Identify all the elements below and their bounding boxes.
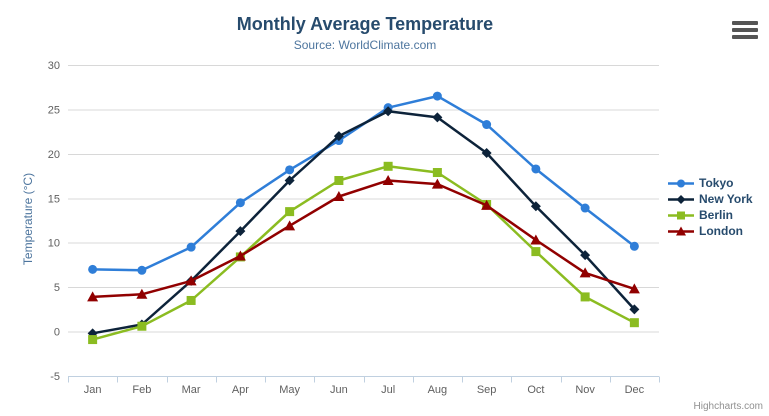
- hamburger-bar: [732, 28, 758, 32]
- data-point-berlin-Oct[interactable]: [531, 247, 541, 257]
- series-new-york[interactable]: [87, 106, 640, 339]
- legend-label: London: [699, 224, 743, 238]
- hamburger-bar: [732, 35, 758, 39]
- data-point-berlin-Feb[interactable]: [137, 321, 147, 331]
- series-line: [91, 165, 636, 341]
- series-tokyo[interactable]: [88, 91, 639, 275]
- y-tick-label: 25: [48, 104, 60, 116]
- x-tick-label: Apr: [232, 384, 249, 396]
- x-tick-label: Mar: [182, 384, 201, 396]
- x-tick-label: Dec: [625, 384, 645, 396]
- berlin-square-icon: [668, 211, 694, 220]
- legend-label: Tokyo: [699, 176, 734, 190]
- data-point-berlin-Mar[interactable]: [186, 295, 196, 305]
- data-point-berlin-Aug[interactable]: [432, 168, 442, 178]
- series-line: [91, 179, 636, 299]
- x-tick-label: May: [279, 384, 300, 396]
- new-york-diamond-icon: [668, 195, 694, 204]
- credits-link[interactable]: Highcharts.com: [693, 401, 763, 412]
- data-point-tokyo-Sep[interactable]: [482, 120, 492, 130]
- y-axis-labels: -5 0 5 10 15 20 25 30: [48, 60, 60, 383]
- data-point-london-Oct[interactable]: [530, 234, 542, 245]
- hamburger-bar: [732, 21, 758, 25]
- data-point-berlin-Dec[interactable]: [629, 318, 639, 328]
- legend-item-tokyo[interactable]: Tokyo: [668, 177, 753, 190]
- data-point-london-Apr[interactable]: [234, 250, 246, 261]
- data-point-london-Mar[interactable]: [185, 275, 197, 286]
- data-point-london-Feb[interactable]: [136, 288, 148, 299]
- data-point-berlin-Jul[interactable]: [383, 161, 393, 171]
- data-point-london-Jul[interactable]: [382, 175, 394, 186]
- data-point-new-york-Jul[interactable]: [383, 106, 394, 117]
- legend-label: Berlin: [699, 208, 734, 222]
- series-line: [91, 94, 636, 272]
- data-point-new-york-Apr[interactable]: [235, 226, 246, 237]
- x-tick-label: Jul: [381, 384, 395, 396]
- data-point-new-york-Dec[interactable]: [629, 304, 640, 315]
- gridlines: [68, 65, 659, 377]
- data-point-tokyo-Oct[interactable]: [531, 164, 541, 174]
- y-tick-label: -5: [50, 371, 60, 383]
- series-line: [91, 109, 636, 335]
- x-tick-label: Jan: [84, 384, 102, 396]
- london-triangle-icon: [668, 226, 694, 236]
- y-tick-label: 0: [54, 327, 60, 339]
- legend-item-london[interactable]: London: [668, 225, 753, 238]
- tokyo-circle-icon: [668, 179, 694, 188]
- x-axis-labels: Jan Feb Mar Apr May Jun Jul Aug Sep Oct Nov Dec: [84, 384, 645, 396]
- data-point-tokyo-May[interactable]: [285, 165, 295, 175]
- x-tick-label: Oct: [527, 384, 544, 396]
- y-tick-label: 20: [48, 149, 60, 161]
- x-tick-label: Aug: [428, 384, 448, 396]
- data-point-london-Aug[interactable]: [431, 178, 443, 189]
- chart-title: Monthly Average Temperature: [236, 14, 494, 34]
- data-point-tokyo-Feb[interactable]: [137, 265, 147, 275]
- data-point-tokyo-Nov[interactable]: [580, 203, 590, 213]
- legend-item-berlin[interactable]: Berlin: [668, 209, 753, 222]
- legend: Tokyo New York Berlin London: [668, 177, 753, 238]
- data-point-berlin-Jun[interactable]: [334, 176, 344, 186]
- x-axis: [68, 376, 660, 383]
- legend-label: New York: [699, 192, 753, 206]
- data-point-london-Sep[interactable]: [481, 199, 493, 210]
- series-london[interactable]: [87, 175, 640, 302]
- chart-subtitle: Source: WorldClimate.com: [293, 38, 437, 52]
- data-point-london-Jan[interactable]: [87, 291, 99, 302]
- hamburger-icon[interactable]: [732, 21, 758, 39]
- x-tick-label: Nov: [575, 384, 595, 396]
- data-point-tokyo-Jan[interactable]: [88, 264, 98, 274]
- x-tick-label: Jun: [330, 384, 348, 396]
- data-point-new-york-Sep[interactable]: [481, 147, 492, 158]
- data-point-berlin-Jan[interactable]: [88, 335, 98, 345]
- data-point-new-york-May[interactable]: [284, 175, 295, 186]
- data-point-berlin-May[interactable]: [285, 207, 295, 217]
- legend-marker: [676, 195, 686, 204]
- data-point-london-Jun[interactable]: [333, 191, 345, 202]
- data-point-tokyo-Mar[interactable]: [186, 242, 196, 252]
- data-point-new-york-Jun[interactable]: [333, 131, 344, 142]
- data-point-new-york-Oct[interactable]: [530, 201, 541, 212]
- data-point-tokyo-Dec[interactable]: [629, 241, 639, 251]
- data-point-new-york-Aug[interactable]: [432, 112, 443, 123]
- data-point-london-Nov[interactable]: [579, 267, 591, 278]
- legend-marker: [677, 211, 685, 220]
- y-axis-title: Temperature (°C): [21, 172, 35, 266]
- data-point-tokyo-Aug[interactable]: [432, 91, 442, 101]
- legend-item-new-york[interactable]: New York: [668, 193, 753, 206]
- x-tick-label: Sep: [477, 384, 497, 396]
- legend-marker: [676, 226, 686, 236]
- legend-marker: [677, 179, 685, 188]
- y-tick-label: 30: [48, 60, 60, 72]
- y-tick-label: 15: [48, 193, 60, 205]
- data-point-london-May[interactable]: [284, 220, 296, 231]
- y-tick-label: 10: [48, 238, 60, 250]
- data-point-new-york-Nov[interactable]: [580, 250, 591, 261]
- data-point-berlin-Nov[interactable]: [580, 292, 590, 302]
- data-point-london-Dec[interactable]: [628, 283, 640, 294]
- x-tick-label: Feb: [132, 384, 151, 396]
- data-point-tokyo-Apr[interactable]: [235, 198, 245, 208]
- y-tick-label: 5: [54, 282, 60, 294]
